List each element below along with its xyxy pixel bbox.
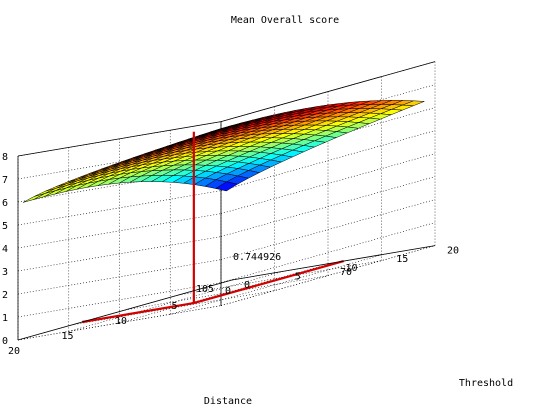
z-tick-label: 0.8 — [0, 152, 8, 163]
z-tick-label: 0.1 — [0, 313, 8, 324]
y-tick-label: 5 — [295, 271, 301, 282]
datatip-floor-line — [193, 260, 344, 305]
box-edge — [17, 121, 222, 157]
surface-patch — [22, 193, 45, 203]
datatip-value-label: 0.744926 — [233, 252, 281, 263]
axis-layer: 201510500510152000.10.20.30.40.50.60.70.… — [0, 152, 459, 357]
box-edge — [220, 61, 436, 122]
z-tick-label: 0 — [2, 336, 8, 347]
back-wall-grid-line — [220, 153, 436, 214]
z-tick-label: 0.5 — [0, 221, 8, 232]
y-tick-label: 15 — [396, 254, 408, 265]
back-wall-grid-line — [17, 236, 222, 272]
z-tick-label: 0.7 — [0, 175, 8, 186]
z-tick-label: 0.2 — [0, 290, 8, 301]
back-wall-grid-line — [17, 213, 222, 249]
chart-title: Mean Overall score — [231, 15, 339, 26]
x-axis-label: Distance — [204, 396, 252, 407]
x-tick-label: 0 — [225, 286, 231, 297]
x-tick-label: 20 — [8, 346, 20, 357]
datatip-layer — [82, 131, 344, 324]
datatip-floor-line — [82, 301, 195, 324]
x-tick-label: 15 — [61, 331, 73, 342]
y-axis-label: Threshold — [459, 378, 513, 389]
x-tick-label: 10 — [115, 316, 127, 327]
surface-patch — [215, 181, 239, 192]
floor-grid-line — [71, 290, 275, 326]
x-axis-line — [17, 279, 233, 341]
floor-grid-line — [17, 305, 222, 341]
floor-grid-line — [220, 245, 436, 306]
datatip-index-label: 105 — [196, 284, 214, 295]
back-wall-grid-line — [220, 222, 436, 283]
datatip-index-label: 70 — [340, 267, 352, 278]
back-wall-grid-line — [17, 282, 222, 318]
y-axis-line — [231, 245, 436, 281]
y-tick-label: 10 — [346, 263, 358, 274]
x-tick-label: 5 — [171, 301, 177, 312]
z-tick-label: 0.6 — [0, 198, 8, 209]
z-tick-label: 0.4 — [0, 244, 8, 255]
y-tick-label: 20 — [447, 246, 459, 257]
surface-layer — [22, 100, 425, 203]
y-tick-label: 0 — [244, 280, 250, 291]
floor-grid-line — [170, 253, 385, 315]
z-tick-label: 0.3 — [0, 267, 8, 278]
